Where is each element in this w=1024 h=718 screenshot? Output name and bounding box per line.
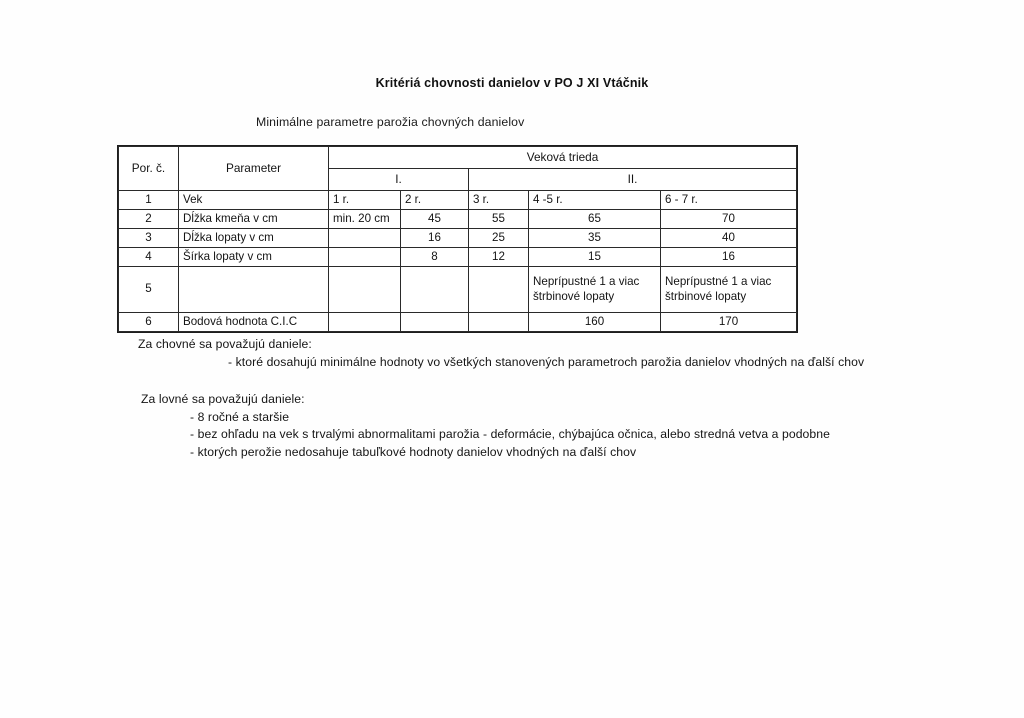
header-cell-por-c: Por. č. (118, 146, 179, 191)
row-parameter: Bodová hodnota C.I.C (178, 312, 329, 332)
row-number: 3 (118, 228, 179, 248)
table-row: 6 Bodová hodnota C.I.C 160 170 (118, 312, 798, 332)
table-header-row-top: Por. č. Parameter Veková trieda (118, 146, 798, 191)
lovne-item: - bez ohľadu na vek s trvalými abnormali… (190, 427, 830, 441)
header-cell-group-i: I. (328, 168, 469, 191)
row-value-6-7r: 6 - 7 r. (659, 190, 798, 210)
row-parameter: Šírka lopaty v cm (178, 247, 329, 267)
criteria-table: Por. č. Parameter Veková trieda I. II. 1… (117, 145, 798, 333)
lovne-item: - 8 ročné a staršie (190, 410, 290, 424)
chovne-item: - ktoré dosahujú minimálne hodnoty vo vš… (228, 355, 865, 369)
chovne-heading: Za chovné sa považujú daniele: (138, 337, 312, 351)
row-value-2r (400, 312, 469, 332)
row-value-2r: 45 (400, 209, 469, 229)
row-value-1r: min. 20 cm (328, 209, 401, 229)
row-value-6-7r: Neprípustné 1 a viac štrbinové lopaty (659, 266, 798, 313)
table-row: 1 Vek 1 r. 2 r. 3 r. 4 -5 r. 6 - 7 r. (118, 190, 798, 210)
row-value-2r: 2 r. (400, 190, 469, 210)
row-number: 2 (118, 209, 179, 229)
row-value-4-5r: 160 (528, 312, 661, 332)
criteria-table-wrapper: Por. č. Parameter Veková trieda I. II. 1… (117, 145, 798, 333)
row-value-6-7r: 40 (659, 228, 798, 248)
row-value-3r: 55 (468, 209, 529, 229)
row-value-6-7r: 16 (659, 247, 798, 267)
header-cell-group-ii: II. (467, 168, 798, 191)
table-row: 5 Neprípustné 1 a viac štrbinové lopaty N… (118, 266, 798, 313)
table-row: 2 Dĺžka kmeňa v cm min. 20 cm 45 55 65 7… (118, 209, 798, 229)
row-value-4-5r: 65 (528, 209, 661, 229)
row-value-3r (468, 312, 529, 332)
row-value-4-5r: 4 -5 r. (528, 190, 661, 210)
page-subtitle: Minimálne parametre parožia chovných dan… (256, 115, 525, 129)
row-number: 5 (118, 266, 179, 313)
row-value-1r: 1 r. (328, 190, 401, 210)
row-parameter: Dĺžka lopaty v cm (178, 228, 329, 248)
row-value-1r (328, 228, 401, 248)
row-value-1r (328, 266, 401, 313)
row-value-4-5r: 15 (528, 247, 661, 267)
row-value-3r: 12 (468, 247, 529, 267)
row-value-1r (328, 312, 401, 332)
table-row: 3 Dĺžka lopaty v cm 16 25 35 40 (118, 228, 798, 248)
row-value-3r (468, 266, 529, 313)
row-parameter: Vek (178, 190, 329, 210)
row-parameter: Dĺžka kmeňa v cm (178, 209, 329, 229)
row-number: 1 (118, 190, 179, 210)
table-header-row-groups: I. II. (119, 168, 798, 191)
row-value-2r (400, 266, 469, 313)
row-number: 6 (118, 312, 179, 332)
row-value-4-5r: 35 (528, 228, 661, 248)
header-cell-parameter: Parameter (178, 146, 329, 191)
table-row: 4 Šírka lopaty v cm 8 12 15 16 (118, 247, 798, 267)
lovne-item: - ktorých perožie nedosahuje tabuľkové h… (190, 445, 637, 459)
row-value-2r: 8 (400, 247, 469, 267)
row-value-6-7r: 170 (659, 312, 798, 332)
row-value-3r: 25 (468, 228, 529, 248)
row-value-3r: 3 r. (468, 190, 529, 210)
row-value-2r: 16 (400, 228, 469, 248)
header-cell-vekova-trieda: Veková trieda (327, 146, 798, 169)
row-value-4-5r: Neprípustné 1 a viac štrbinové lopaty (528, 266, 661, 313)
page-title: Kritériá chovnosti danielov v PO J XI Vt… (375, 76, 649, 90)
row-value-1r (328, 247, 401, 267)
row-value-6-7r: 70 (659, 209, 798, 229)
lovne-heading: Za lovné sa považujú daniele: (141, 392, 305, 406)
row-number: 4 (118, 247, 179, 267)
row-parameter (178, 266, 329, 313)
